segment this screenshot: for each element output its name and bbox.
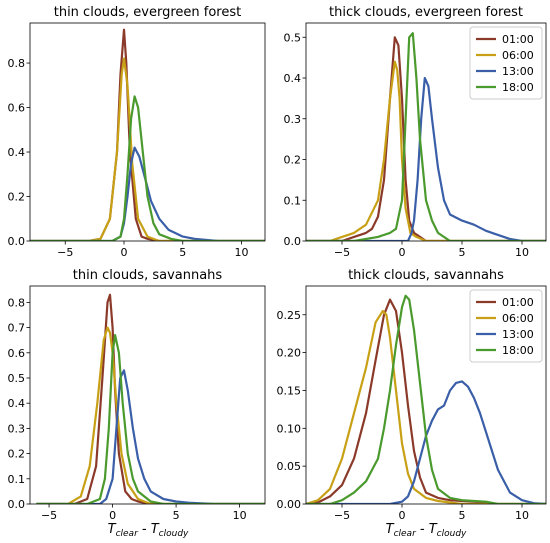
series-line-1: [306, 60, 546, 241]
series-line-2: [36, 369, 265, 504]
legend-box: [469, 289, 543, 363]
x-axis-label-right-mid: - T: [416, 522, 438, 537]
y-tick-label: 0.5: [284, 31, 302, 44]
y-tick-label: 0.7: [8, 322, 26, 335]
series-line-3: [30, 95, 265, 241]
legend-label: 13:00: [502, 65, 534, 78]
panel-thin-evergreen: thin clouds, evergreen forest −5 0 5 10 0.0 0.…: [8, 5, 266, 259]
y-tick-label: 0.5: [8, 372, 26, 385]
y-tick-label: 0.05: [277, 460, 302, 473]
panel-title: thin clouds, savannahs: [73, 268, 223, 283]
y-tick-label: 0.15: [277, 384, 302, 397]
y-tick-label: 0.0: [8, 498, 26, 511]
x-tick-label: 0: [121, 246, 128, 259]
legend-label: 01:00: [502, 296, 534, 309]
y-tick-label: 0.3: [8, 422, 26, 435]
x-tick-label: 10: [515, 246, 529, 259]
x-axis-label-sub1: clear: [116, 529, 140, 539]
y-tick-label: 0.20: [277, 347, 302, 360]
legend-label: 18:00: [502, 81, 534, 94]
series-line-1: [306, 309, 546, 504]
y-tick-label: 0.1: [284, 194, 302, 207]
legend-label: 13:00: [502, 328, 534, 341]
series-line-0: [306, 36, 546, 241]
x-axis-label: Tclear - Tcloudy: [108, 522, 189, 539]
y-tick-label: 0.25: [277, 309, 302, 322]
y-tick-label: 0.00: [277, 498, 302, 511]
y-tick-label: 0.6: [8, 347, 26, 360]
series-line-0: [36, 293, 265, 504]
y-tick-label: 0.1: [8, 473, 26, 486]
series-line-2: [306, 76, 546, 241]
x-axis-label-right-sub2: cloudy: [437, 529, 467, 539]
panel-thick-evergreen: thick clouds, evergreen forest −5 0 5 10 0.0 0…: [284, 5, 547, 259]
y-tick-label: 0.4: [8, 397, 26, 410]
x-axis-label-mid: - T: [138, 522, 160, 537]
y-tick-label: 0.10: [277, 422, 302, 435]
legend-box: [469, 26, 543, 100]
plot-frame: [305, 285, 547, 505]
panel-title: thick clouds, evergreen forest: [329, 5, 523, 20]
plot-frame: [305, 22, 547, 242]
y-tick-label: 0.0: [284, 235, 302, 248]
y-tick-label: 0.2: [8, 448, 26, 461]
series-group: [30, 28, 265, 241]
legend-label: 06:00: [502, 49, 534, 62]
x-tick-label: 5: [173, 509, 180, 522]
series-line-3: [306, 32, 546, 241]
x-tick-label: 5: [459, 509, 466, 522]
y-tick-label: 0.4: [8, 146, 26, 159]
legend-label: 06:00: [502, 312, 534, 325]
y-tick-label: 0.4: [284, 72, 302, 85]
x-tick-label: 10: [515, 509, 529, 522]
y-tick-label: 0.3: [284, 113, 302, 126]
x-axis-label-right-sub1: clear: [394, 529, 418, 539]
series-group: [306, 32, 546, 241]
legend: 01:00 06:00 13:00 18:00: [469, 289, 543, 363]
series-line-1: [36, 326, 265, 504]
panel-title: thick clouds, savannahs: [348, 268, 504, 283]
x-tick-label: −5: [334, 246, 350, 259]
x-tick-label: −5: [334, 509, 350, 522]
legend-label: 18:00: [502, 344, 534, 357]
series-group: [306, 294, 546, 504]
y-tick-label: 0.8: [8, 296, 26, 309]
x-tick-label: 0: [399, 246, 406, 259]
legend: 01:00 06:00 13:00 18:00: [469, 26, 543, 100]
x-tick-label: 0: [109, 509, 116, 522]
plot-frame: [29, 285, 266, 505]
series-line-1: [30, 57, 265, 241]
x-tick-label: −5: [41, 509, 57, 522]
x-tick-label: −5: [57, 246, 73, 259]
panel-title: thin clouds, evergreen forest: [54, 5, 242, 20]
plot-frame: [29, 22, 266, 242]
x-tick-label: 5: [179, 246, 186, 259]
panel-thick-savannahs: thick clouds, savannahs −5 0 5 10 0.00 0.05 0.1…: [277, 268, 547, 522]
x-axis-label-right: Tclear - Tcloudy: [386, 522, 467, 539]
y-tick-label: 0.0: [8, 235, 26, 248]
x-tick-label: 10: [233, 509, 247, 522]
y-tick-label: 0.6: [8, 102, 26, 115]
x-tick-label: 0: [399, 509, 406, 522]
y-tick-label: 0.8: [8, 57, 26, 70]
series-line-0: [30, 28, 265, 241]
series-line-3: [36, 334, 265, 504]
y-tick-label: 0.2: [284, 154, 302, 167]
panel-thin-savannahs: thin clouds, savannahs −5 0 5 10 0.0 0.1 0.2 0.3…: [8, 268, 266, 522]
x-tick-label: 10: [235, 246, 249, 259]
x-axis-label-main: T: [108, 522, 117, 537]
y-tick-label: 0.2: [8, 191, 26, 204]
x-tick-label: 5: [459, 246, 466, 259]
series-group: [36, 293, 265, 504]
series-line-2: [306, 380, 546, 504]
x-axis-label-sub2: cloudy: [159, 529, 189, 539]
series-line-3: [306, 294, 546, 504]
legend-label: 01:00: [502, 33, 534, 46]
x-axis-label-right-main: T: [386, 522, 395, 537]
